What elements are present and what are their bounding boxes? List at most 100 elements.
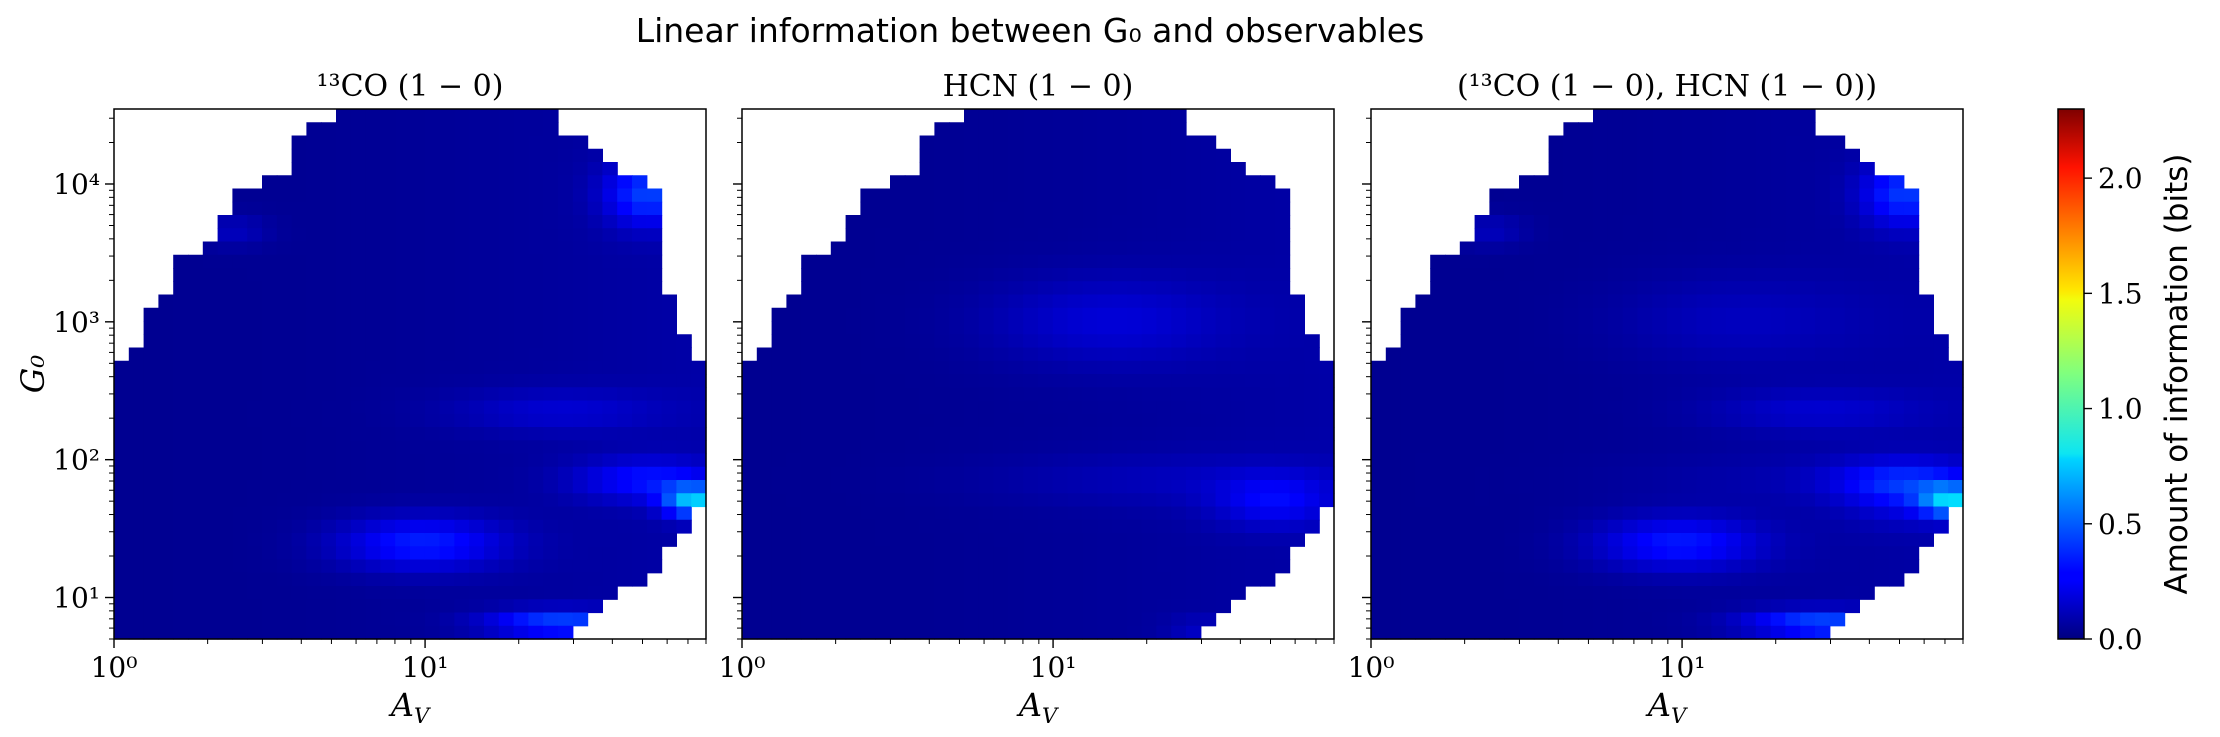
heatmap-cell <box>1519 347 1535 362</box>
heatmap-cell <box>1112 241 1128 256</box>
heatmap-cell <box>1023 162 1039 176</box>
heatmap-cell <box>1533 612 1550 627</box>
heatmap-cell <box>1711 201 1727 216</box>
heatmap-cell <box>439 175 455 190</box>
heatmap-cell <box>919 148 935 163</box>
heatmap-cell <box>1459 307 1476 322</box>
heatmap-cell <box>1200 466 1217 481</box>
heatmap-cell <box>890 321 906 335</box>
heatmap-cell <box>934 466 950 481</box>
heatmap-cell <box>587 413 603 428</box>
heatmap-cell <box>380 175 396 190</box>
heatmap-cell <box>816 360 832 375</box>
heatmap-cell <box>350 387 367 402</box>
heatmap-cell <box>1186 546 1202 561</box>
heatmap-cell <box>1141 321 1157 335</box>
heatmap-cell <box>1415 453 1431 468</box>
heatmap-cell <box>1459 586 1476 600</box>
heatmap-cell <box>321 400 337 415</box>
heatmap-cell <box>306 440 322 455</box>
heatmap-cell <box>949 148 965 163</box>
heatmap-cell <box>1607 466 1624 481</box>
heatmap-cell <box>1563 268 1579 282</box>
heatmap-cell <box>949 215 965 229</box>
heatmap-cell <box>890 519 906 534</box>
heatmap-cell <box>1844 188 1860 203</box>
heatmap-cell <box>128 506 145 521</box>
heatmap-cell <box>1519 559 1535 574</box>
heatmap-cell <box>830 612 847 627</box>
heatmap-cell <box>801 493 817 508</box>
heatmap-cell <box>1859 586 1875 600</box>
heatmap-cell <box>1770 400 1786 415</box>
heatmap-cell <box>1548 188 1564 203</box>
heatmap-cell <box>1430 281 1446 296</box>
heatmap-cell <box>919 254 935 269</box>
heatmap-cell <box>1741 307 1757 322</box>
heatmap-cell <box>1859 533 1875 547</box>
heatmap-cell <box>291 546 307 561</box>
heatmap-cell <box>904 480 921 494</box>
heatmap-cell <box>513 519 529 534</box>
heatmap-cell <box>1200 135 1217 150</box>
heatmap-cell <box>949 162 965 176</box>
heatmap-cell <box>1859 254 1875 269</box>
heatmap-cell <box>1696 493 1712 508</box>
heatmap-cell <box>498 572 515 587</box>
heatmap-cell <box>919 387 935 402</box>
heatmap-cell <box>498 201 515 216</box>
heatmap-cell <box>262 347 278 362</box>
heatmap-cell <box>262 175 278 190</box>
heatmap-cell <box>1186 215 1202 229</box>
heatmap-cell <box>1637 413 1653 428</box>
heatmap-cell <box>1504 493 1520 508</box>
heatmap-cell <box>919 413 935 428</box>
heatmap-cell <box>1859 188 1875 203</box>
heatmap-cell <box>1844 519 1860 534</box>
heatmap-cell <box>661 307 677 322</box>
heatmap-cell <box>306 281 322 296</box>
heatmap-cell <box>439 599 455 614</box>
heatmap-cell <box>1289 427 1305 441</box>
heatmap-cell <box>1319 493 1335 508</box>
heatmap-cell <box>1785 135 1801 150</box>
heatmap-cell <box>1667 586 1683 600</box>
heatmap-cell <box>247 374 263 388</box>
heatmap-cell <box>1578 599 1594 614</box>
heatmap-cell <box>890 586 906 600</box>
heatmap-cell <box>1578 440 1594 455</box>
heatmap-cell <box>1637 254 1653 269</box>
heatmap-cell <box>602 321 618 335</box>
heatmap-cell <box>128 387 145 402</box>
heatmap-cell <box>336 122 352 137</box>
heatmap-cell <box>1385 387 1402 402</box>
heatmap-cell <box>454 493 470 508</box>
heatmap-cell <box>1445 586 1461 600</box>
heatmap-cell <box>1578 148 1594 163</box>
heatmap-cell <box>919 307 935 322</box>
heatmap-cell <box>439 268 455 282</box>
heatmap-cell <box>291 559 307 574</box>
heatmap-cell <box>602 466 618 481</box>
heatmap-cell <box>1112 347 1128 362</box>
heatmap-cell <box>395 440 411 455</box>
heatmap-cell <box>1903 228 1920 243</box>
heatmap-cell <box>1445 453 1461 468</box>
heatmap-cell <box>217 612 233 627</box>
heatmap-cell <box>1260 519 1276 534</box>
heatmap-cell <box>1785 228 1801 243</box>
heatmap-cell <box>1156 480 1172 494</box>
heatmap-cell <box>1459 400 1476 415</box>
heatmap-cell <box>1563 400 1579 415</box>
heatmap-cell <box>1726 612 1742 627</box>
heatmap-cell <box>1593 586 1609 600</box>
heatmap-cell <box>528 413 544 428</box>
heatmap-cell <box>1274 400 1291 415</box>
heatmap-cell <box>1067 215 1083 229</box>
heatmap-cell <box>424 586 441 600</box>
heatmap-cell <box>321 334 337 349</box>
heatmap-cell <box>1274 519 1291 534</box>
heatmap-cell <box>306 533 322 547</box>
heatmap-cell <box>1844 427 1860 441</box>
heatmap-cell <box>498 413 515 428</box>
